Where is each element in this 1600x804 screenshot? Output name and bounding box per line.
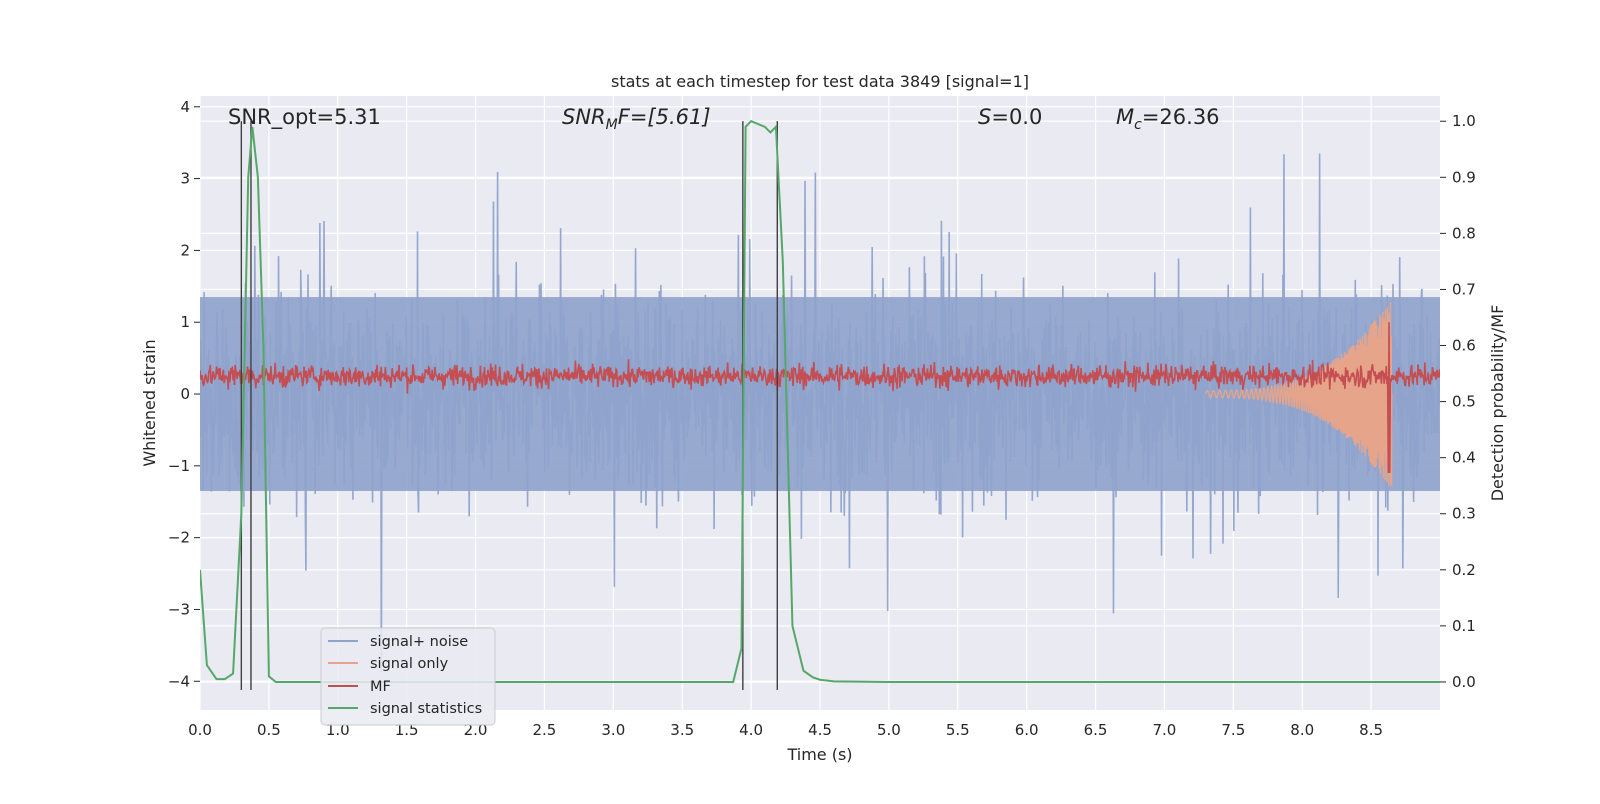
y-right-tick-label: 0.0 — [1452, 673, 1476, 691]
line-mf — [200, 322, 1440, 474]
x-tick-label: 6.0 — [1015, 721, 1039, 739]
y-right-tick-label: 0.5 — [1452, 393, 1476, 411]
y-tick-label: 2 — [180, 241, 190, 259]
y-tick-label: 3 — [180, 170, 190, 188]
chart-title: stats at each timestep for test data 384… — [611, 72, 1029, 91]
annotation-s-rest: =0.0 — [991, 105, 1042, 129]
x-tick-label: 4.5 — [808, 721, 832, 739]
legend-label-mf: MF — [370, 679, 391, 695]
annotation-mc-sub: c — [1134, 117, 1142, 133]
x-tick-label: 8.0 — [1290, 721, 1314, 739]
y-tick-label: 1 — [180, 313, 190, 331]
x-tick-label: 4.0 — [739, 721, 763, 739]
x-axis-label: Time (s) — [786, 745, 852, 764]
annotation-snr-mf-rest: F=[5.61] — [618, 105, 711, 129]
y-right-tick-label: 0.4 — [1452, 449, 1476, 467]
series-mf — [200, 322, 1440, 474]
line-signal-only — [1205, 301, 1393, 487]
y-tick-label: −2 — [168, 529, 190, 547]
y-tick-label: −1 — [168, 457, 190, 475]
legend-label-signal-only: signal only — [370, 656, 449, 672]
annotation-snr-mf: SNRMF=[5.61] — [562, 105, 711, 133]
legend-label-signal-statistics: signal statistics — [370, 701, 482, 717]
legend-label-signal-noise: signal+ noise — [370, 634, 468, 650]
y-axis-label-right: Detection probability/MF — [1488, 305, 1507, 502]
x-tick-label: 0.0 — [188, 721, 212, 739]
x-tick-label: 2.5 — [533, 721, 557, 739]
annotation-s-base: S — [978, 105, 991, 129]
y-ticks-right: 0.0 0.1 0.2 0.3 0.4 0.5 0.6 0.7 0.8 0.9 1.0 — [1440, 112, 1476, 691]
y-right-tick-label: 0.7 — [1452, 280, 1476, 298]
legend: signal+ noise signal only MF signal stat… — [320, 627, 496, 726]
annotation-snr-mf-sub: M — [606, 117, 618, 133]
y-right-tick-label: 1.0 — [1452, 112, 1476, 130]
y-right-tick-label: 0.8 — [1452, 224, 1476, 242]
x-tick-label: 8.5 — [1359, 721, 1383, 739]
x-tick-label: 0.5 — [257, 721, 281, 739]
series-signal-statistics — [200, 120, 1440, 683]
annotation-s: S=0.0 — [978, 105, 1042, 129]
annotation-snr-opt: SNR_opt=5.31 — [228, 105, 381, 130]
x-tick-label: 6.5 — [1084, 721, 1108, 739]
band-signal-noise — [200, 297, 1440, 491]
series-signal-noise — [200, 153, 1440, 672]
y-axis-label-left: Whitened strain — [140, 339, 159, 466]
legend-box — [320, 627, 496, 726]
x-tick-label: 5.5 — [946, 721, 970, 739]
y-tick-label: −4 — [168, 672, 190, 690]
line-signal-statistics — [200, 120, 1440, 683]
x-tick-label: 5.0 — [877, 721, 901, 739]
annotation-mc-base: M — [1116, 105, 1134, 129]
y-right-tick-label: 0.6 — [1452, 337, 1476, 355]
y-ticks-left: −4 −3 −2 −1 0 1 2 3 4 — [168, 98, 200, 690]
y-right-tick-label: 0.9 — [1452, 168, 1476, 186]
y-tick-label: −3 — [168, 600, 190, 618]
series-signal-only — [1205, 301, 1393, 487]
y-right-tick-label: 0.2 — [1452, 561, 1476, 579]
x-tick-label: 3.0 — [601, 721, 625, 739]
y-tick-label: 0 — [180, 385, 190, 403]
x-tick-label: 3.5 — [670, 721, 694, 739]
y-tick-label: 4 — [180, 98, 190, 116]
annotation-mc: Mc=26.36 — [1116, 105, 1220, 133]
x-tick-label: 7.5 — [1221, 721, 1245, 739]
annotation-mc-rest: =26.36 — [1142, 105, 1220, 129]
annotation-snr-mf-base: SNR — [562, 105, 606, 129]
y-right-tick-label: 0.1 — [1452, 617, 1476, 635]
y-right-tick-label: 0.3 — [1452, 505, 1476, 523]
x-tick-label: 7.0 — [1153, 721, 1177, 739]
